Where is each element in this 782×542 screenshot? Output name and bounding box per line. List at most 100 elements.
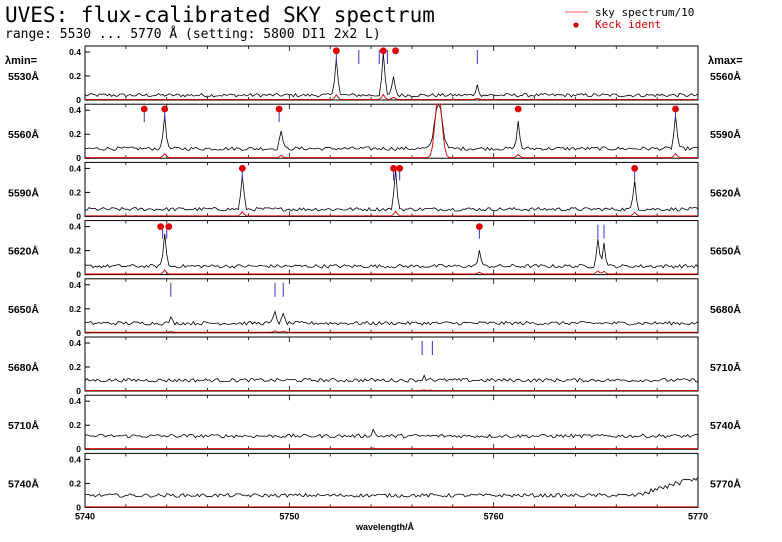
keck-ident-dot (514, 105, 522, 113)
flux-spectrum-line (84, 428, 699, 439)
sky-spectrum-line (85, 103, 698, 159)
y-tick-label: 0.4 (69, 163, 81, 173)
flux-spectrum-line (84, 374, 699, 383)
y-tick-label: 0 (76, 328, 81, 338)
x-tick-label: 5760 (484, 511, 504, 521)
panel-8: 0 0.2 0.4 5740Å 5770Å (8, 452, 741, 512)
flux-spectrum-line (84, 103, 699, 152)
panel-4: 0 0.2 0.4 5620Å 5650Å (8, 220, 741, 280)
y-tick-label: 0.2 (69, 362, 81, 372)
flux-spectrum-line (84, 476, 699, 498)
y-tick-label: 0 (76, 502, 81, 512)
lambda-max-label: 5680Å (710, 303, 741, 316)
flux-spectrum-line (84, 169, 699, 212)
keck-ident-dot (332, 47, 340, 55)
y-tick-label: 0.4 (69, 280, 81, 290)
lambda-min-label: 5590Å (8, 186, 39, 199)
keck-ident-dot (475, 223, 483, 231)
y-tick-label: 0.2 (69, 129, 81, 139)
keck-ident-dot (238, 165, 246, 172)
panel-frame (84, 45, 699, 101)
lambda-max-label: 5710Å (710, 361, 741, 374)
sky-spectrum-line (85, 330, 698, 333)
keck-ident-dot (379, 47, 387, 55)
legend-sky-label: sky spectrum/10 (595, 6, 694, 19)
y-tick-label: 0.4 (69, 396, 81, 406)
panel-1: 0 0.2 0.4 5530Å 5560Å (8, 45, 741, 105)
lambda-max-label: 5770Å (710, 477, 741, 490)
sky-spectrum-line (85, 210, 698, 217)
lambda-min-heading: λmin= (5, 55, 37, 67)
y-tick-label: 0.2 (69, 304, 81, 314)
y-tick-label: 0.2 (69, 420, 81, 430)
lambda-min-label: 5740Å (8, 477, 39, 490)
y-tick-label: 0.2 (69, 187, 81, 197)
keck-ident-dot (396, 165, 404, 172)
keck-ident-dot (140, 105, 148, 113)
flux-spectrum-line (84, 52, 699, 98)
flux-spectrum-line (84, 233, 699, 269)
lambda-min-label: 5710Å (8, 419, 39, 432)
figure-title: UVES: flux-calibrated SKY spectrum (5, 3, 435, 27)
lambda-max-label: 5650Å (710, 245, 741, 258)
sky-spectrum-line (85, 269, 698, 275)
panel-2: 0 0.2 0.4 5560Å 5590Å (8, 103, 741, 163)
lambda-min-label: 5560Å (8, 128, 39, 141)
lambda-max-label: 5590Å (710, 128, 741, 141)
keck-ident-dot (161, 105, 169, 113)
panel-frame (84, 161, 699, 217)
x-tick-label: 5740 (75, 511, 95, 521)
lambda-min-label: 5680Å (8, 361, 39, 374)
panel-frame (84, 394, 699, 450)
panel-frame (84, 220, 699, 276)
keck-ident-dot (275, 105, 283, 113)
y-tick-label: 0 (76, 95, 81, 105)
panel-7: 0 0.2 0.4 5710Å 5740Å (8, 394, 741, 454)
keck-ident-dot (631, 165, 639, 172)
y-tick-label: 0 (76, 386, 81, 396)
y-tick-label: 0.2 (69, 246, 81, 256)
lambda-min-label: 5530Å (8, 70, 39, 83)
panel-frame (84, 336, 699, 392)
lambda-min-label: 5620Å (8, 245, 39, 258)
x-tick-label: 5750 (279, 511, 299, 521)
sky-spectrum-line (85, 93, 698, 100)
lambda-max-label: 5620Å (710, 186, 741, 199)
keck-ident-dot (165, 223, 173, 231)
flux-spectrum-line (84, 309, 699, 326)
y-tick-label: 0.4 (69, 454, 81, 464)
panel-frame (84, 103, 699, 159)
keck-ident-dot (672, 105, 679, 113)
x-axis-label: wavelength/Å (355, 522, 415, 532)
y-tick-label: 0.4 (69, 47, 81, 57)
legend-keck-label: Keck ident (595, 18, 661, 31)
lambda-max-heading: λmax= (708, 55, 743, 67)
lambda-max-label: 5740Å (710, 419, 741, 432)
x-axis: wavelength/Å 5740 5750 5760 5770 (75, 511, 708, 532)
x-tick-label: 5770 (688, 511, 708, 521)
y-tick-label: 0.4 (69, 222, 81, 232)
figure-subtitle: range: 5530 ... 5770 Å (setting: 5800 DI… (5, 26, 381, 42)
lambda-min-label: 5650Å (8, 303, 39, 316)
y-tick-label: 0 (76, 211, 81, 221)
panel-frame (84, 452, 699, 508)
y-tick-label: 0 (76, 444, 81, 454)
panel-frame (84, 278, 699, 334)
spectrum-panels: 0 0.2 0.4 5530Å 5560Å 0 0.2 0.4 5560Å 5590Å 0 0.2 0.… (8, 45, 741, 512)
keck-ident-dot (392, 47, 399, 55)
y-tick-label: 0.2 (69, 71, 81, 81)
panel-5: 0 0.2 0.4 5650Å 5680Å (8, 278, 741, 338)
lambda-max-label: 5560Å (710, 70, 741, 83)
legend-keck-dot (573, 22, 579, 28)
y-tick-label: 0.4 (69, 338, 81, 348)
panel-3: 0 0.2 0.4 5590Å 5620Å (8, 161, 741, 221)
sky-spectrum-line (85, 447, 698, 450)
legend: sky spectrum/10 Keck ident (565, 6, 694, 31)
y-tick-label: 0 (76, 270, 81, 280)
y-tick-label: 0.4 (69, 105, 81, 115)
keck-ident-dot (157, 223, 165, 231)
y-tick-label: 0 (76, 153, 81, 163)
y-tick-label: 0.2 (69, 478, 81, 488)
